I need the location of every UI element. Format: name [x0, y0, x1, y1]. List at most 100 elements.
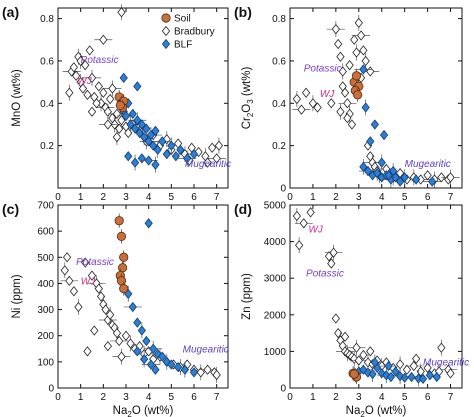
bradbury-point	[345, 60, 354, 71]
blf-point	[144, 155, 153, 166]
panel-d: 0 1 2 3 4 5 6 7 0 1000 2000 3000 4000 5000 (d) Zn (ppm)…	[234, 201, 469, 417]
blf-point	[149, 343, 158, 354]
bradbury-point	[74, 301, 83, 313]
soil-point	[349, 369, 359, 379]
x-tick-label: 7	[214, 192, 220, 203]
x-tick-label: 1	[78, 192, 84, 203]
bradbury-point	[340, 331, 350, 342]
bradbury-point	[354, 17, 363, 28]
x-tick-label: 7	[448, 192, 454, 203]
blf-point	[126, 119, 135, 130]
x-tick-label: 5	[169, 192, 175, 203]
annotation-potassic: Potassic	[76, 257, 114, 268]
annotation-potassic: Potassic	[304, 64, 342, 75]
panel-b: 0 1 2 3 4 5 6 7 0 0.2 0.4 0.6 0.8 (b) Cr2O3 (wt%) Potas…	[234, 4, 463, 203]
blf-point	[379, 129, 389, 141]
annotation-mugearitic: Mugearitic	[423, 357, 469, 368]
y-axis-label: Cr2O3 (wt%)	[241, 67, 255, 130]
plot-frame	[57, 7, 229, 189]
blf-point	[153, 144, 162, 156]
bradbury-point	[83, 89, 92, 100]
bradbury-point	[359, 349, 368, 361]
blf-point	[149, 140, 158, 151]
soil-point	[115, 100, 125, 111]
bradbury-point	[212, 369, 221, 381]
blf-point	[370, 119, 379, 130]
panel-label: (a)	[2, 4, 19, 20]
blf-point	[395, 176, 405, 187]
y-tick-label: 200	[37, 331, 54, 342]
bradbury-point	[87, 106, 97, 117]
blf-point	[171, 151, 180, 162]
blf-point	[162, 148, 171, 160]
bradbury-point	[338, 81, 347, 92]
bradbury-point	[60, 265, 69, 276]
bradbury-point	[208, 142, 217, 153]
bradbury-point	[336, 106, 345, 117]
x-tick-label: 0	[287, 192, 293, 203]
bradbury-point	[103, 119, 112, 130]
bradbury-point	[106, 93, 115, 105]
soil-point	[353, 90, 363, 100]
x-tick-label: 4	[379, 192, 385, 203]
panel-c: 0 1 2 3 4 5 6 7 0 100 200 300 400 500 600 700 (c) Ni (ppm…	[2, 201, 229, 417]
bradbury-point	[78, 83, 88, 94]
bradbury-point	[299, 218, 308, 229]
bradbury-point	[301, 87, 311, 98]
x-tick-label: 6	[191, 392, 197, 403]
blf-point	[363, 165, 373, 177]
blf-point	[361, 102, 370, 113]
blf-point	[137, 325, 146, 336]
bradbury-point	[90, 325, 99, 336]
bradbury-point	[69, 62, 78, 73]
x-tick-label: 4	[379, 392, 385, 403]
x-tick-label: 6	[191, 192, 197, 203]
bradbury-point	[81, 60, 90, 71]
blf-point	[128, 108, 137, 120]
bradbury-point	[331, 313, 340, 324]
bradbury-point	[115, 335, 124, 347]
bradbury-point	[352, 47, 361, 58]
blf-point	[180, 364, 190, 375]
legend-label: BLF	[174, 40, 192, 51]
x-tick-label: 2	[101, 392, 107, 403]
y-tick-label: 700	[37, 201, 54, 212]
bradbury-point	[343, 112, 352, 124]
blf-point	[142, 123, 151, 134]
bradbury-point	[126, 338, 135, 349]
bradbury-point	[83, 346, 92, 357]
bradbury-point	[295, 240, 304, 251]
bradbury-point	[297, 104, 306, 115]
blf-point	[121, 110, 131, 122]
soil-point	[116, 276, 127, 286]
y-tick-label: 0.2	[40, 141, 54, 152]
blf-point	[158, 351, 167, 362]
bradbury-point	[87, 72, 97, 84]
bradbury-point	[334, 327, 343, 339]
bradbury-point	[292, 210, 301, 222]
bradbury-point	[121, 330, 131, 341]
bradbury-point	[366, 346, 375, 357]
blf-point	[135, 127, 144, 139]
bradbury-point	[117, 351, 126, 362]
bradbury-point	[313, 102, 322, 113]
y-tick-label: 5000	[264, 201, 287, 212]
bradbury-point	[331, 24, 340, 35]
bradbury-point	[69, 286, 78, 297]
bradbury-point	[402, 364, 412, 375]
bradbury-point	[85, 45, 94, 56]
y-axis-label: Ni (ppm)	[11, 274, 23, 318]
blf-point	[183, 153, 192, 164]
blf-point	[142, 335, 151, 347]
y-tick-label: 0.6	[40, 56, 54, 67]
bradbury-point	[352, 342, 361, 353]
x-tick-label: 7	[214, 392, 220, 403]
y-tick-label: 3000	[264, 274, 287, 285]
bradbury-point	[308, 98, 318, 109]
bradbury-point	[327, 98, 336, 109]
legend-bradbury-marker	[161, 25, 171, 37]
bradbury-point	[103, 106, 112, 117]
annotation-potassic: Potassic	[306, 268, 344, 279]
blf-point	[133, 81, 142, 92]
blf-point	[189, 367, 199, 378]
